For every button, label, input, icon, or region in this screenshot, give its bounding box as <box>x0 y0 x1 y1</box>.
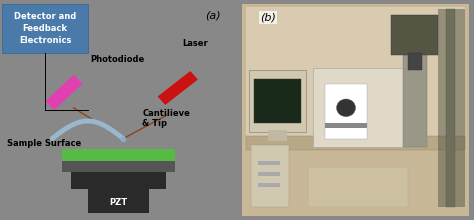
Bar <box>408 53 422 70</box>
Bar <box>246 7 465 143</box>
Bar <box>254 79 301 123</box>
Bar <box>62 148 175 161</box>
Bar <box>391 15 438 55</box>
Text: Cantilieve
& Tip: Cantilieve & Tip <box>142 109 190 128</box>
Bar <box>325 84 367 139</box>
Bar <box>438 9 465 207</box>
Text: (a): (a) <box>206 10 221 20</box>
Text: Sample Surface: Sample Surface <box>7 139 82 147</box>
Bar <box>258 161 280 165</box>
Bar <box>157 71 198 105</box>
Bar <box>251 145 289 207</box>
Text: PZT: PZT <box>109 198 128 207</box>
Bar <box>325 123 367 128</box>
Bar <box>2 4 88 53</box>
Bar <box>45 75 83 110</box>
Text: Laser: Laser <box>182 40 208 48</box>
Bar <box>246 136 465 150</box>
Bar <box>268 130 287 141</box>
Text: Detector and
Feedback
Electronics: Detector and Feedback Electronics <box>14 12 76 45</box>
Bar <box>403 26 427 147</box>
Bar <box>258 183 280 187</box>
Circle shape <box>337 99 356 117</box>
Bar <box>249 70 306 132</box>
Bar <box>88 187 149 213</box>
Bar <box>446 9 455 207</box>
Bar <box>313 68 403 147</box>
Bar <box>308 167 408 207</box>
Text: (b): (b) <box>260 13 276 23</box>
Bar <box>62 161 175 172</box>
Text: Photodiode: Photodiode <box>90 55 144 64</box>
Bar <box>71 172 166 189</box>
Bar <box>258 172 280 176</box>
